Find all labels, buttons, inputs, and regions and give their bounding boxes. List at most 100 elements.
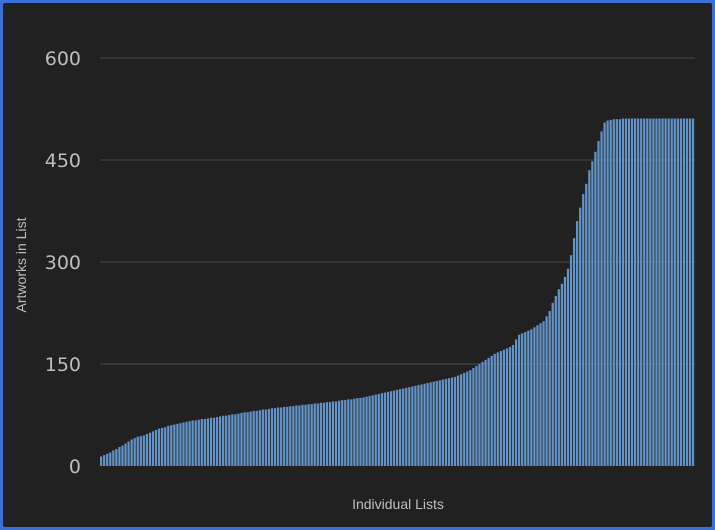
y-tick-label: 600	[45, 48, 81, 70]
bar	[380, 393, 383, 466]
gridlines	[100, 57, 695, 365]
bar	[112, 450, 115, 466]
bar	[527, 330, 530, 466]
bar	[106, 453, 109, 466]
bar	[688, 118, 692, 467]
bar	[151, 431, 155, 466]
bar	[606, 120, 609, 466]
bar	[545, 316, 548, 466]
bar	[359, 398, 362, 466]
bar	[167, 425, 170, 466]
bar	[322, 402, 325, 466]
bar	[685, 118, 689, 467]
chart-frame: 0 150 300 450 600 Individual Lists Artworks …	[3, 3, 712, 527]
bar	[240, 412, 243, 466]
bar	[524, 332, 527, 466]
bar	[673, 118, 676, 467]
bar	[350, 399, 353, 466]
y-axis-title: Artworks in List	[13, 217, 29, 312]
bar	[460, 374, 463, 466]
bar-chart: 0 150 300 450 600 Individual Lists Artworks …	[13, 48, 695, 512]
bar	[362, 397, 365, 466]
bar	[569, 255, 573, 466]
bar	[493, 353, 496, 466]
bar	[530, 329, 533, 466]
bar	[667, 118, 670, 467]
bar	[405, 387, 408, 466]
bar	[609, 119, 612, 466]
bar	[487, 357, 490, 466]
bar	[145, 434, 149, 466]
bar	[490, 355, 493, 466]
bar	[481, 361, 484, 466]
bar	[307, 404, 310, 466]
bar	[161, 427, 164, 466]
bar	[377, 393, 380, 466]
bar	[627, 118, 631, 467]
bar	[386, 391, 390, 466]
bar	[188, 421, 191, 466]
bar	[594, 151, 597, 466]
bar	[234, 414, 237, 466]
bar	[301, 404, 304, 466]
bar	[219, 416, 222, 466]
bar	[365, 396, 368, 466]
bar	[173, 424, 176, 466]
bar	[521, 333, 524, 466]
bar	[124, 443, 127, 466]
bar	[441, 379, 444, 466]
bar	[164, 427, 167, 466]
bar	[395, 389, 399, 466]
bar	[399, 389, 402, 466]
bar	[289, 406, 292, 466]
bar	[228, 415, 231, 466]
bar	[615, 119, 618, 466]
bar	[142, 435, 145, 466]
bar	[633, 118, 637, 467]
bar	[423, 383, 426, 466]
bar	[496, 352, 499, 466]
bar	[499, 351, 502, 466]
bars	[100, 118, 695, 467]
bar	[276, 407, 280, 466]
bar	[157, 428, 161, 466]
bar	[563, 276, 567, 466]
bar	[649, 118, 652, 467]
bar	[469, 370, 472, 466]
bar	[682, 118, 686, 467]
bar	[566, 268, 570, 466]
bar	[273, 408, 277, 466]
bar	[109, 452, 112, 466]
bar	[170, 425, 173, 466]
bar	[179, 423, 182, 466]
bar	[551, 302, 554, 466]
bar	[154, 429, 158, 466]
y-tick-label: 150	[45, 354, 81, 376]
bar	[316, 403, 319, 466]
y-tick-label: 0	[69, 456, 81, 478]
bar	[331, 401, 335, 466]
bar	[466, 371, 469, 466]
bar	[411, 386, 414, 466]
bar	[325, 402, 329, 466]
bar	[536, 325, 539, 466]
bar	[261, 409, 264, 466]
bar	[313, 403, 316, 466]
bar	[417, 385, 420, 466]
bar	[691, 118, 695, 467]
bar	[222, 415, 225, 466]
bar	[347, 399, 350, 466]
bar	[554, 296, 557, 466]
bar	[356, 398, 359, 466]
bar	[478, 364, 481, 466]
bar	[194, 420, 197, 466]
bar	[435, 381, 438, 466]
bar	[600, 131, 603, 466]
bar	[502, 349, 506, 466]
bar	[582, 194, 585, 466]
bar	[197, 419, 200, 466]
bar	[508, 347, 512, 466]
bar	[450, 377, 454, 466]
bar	[176, 423, 179, 466]
bar	[518, 334, 521, 466]
